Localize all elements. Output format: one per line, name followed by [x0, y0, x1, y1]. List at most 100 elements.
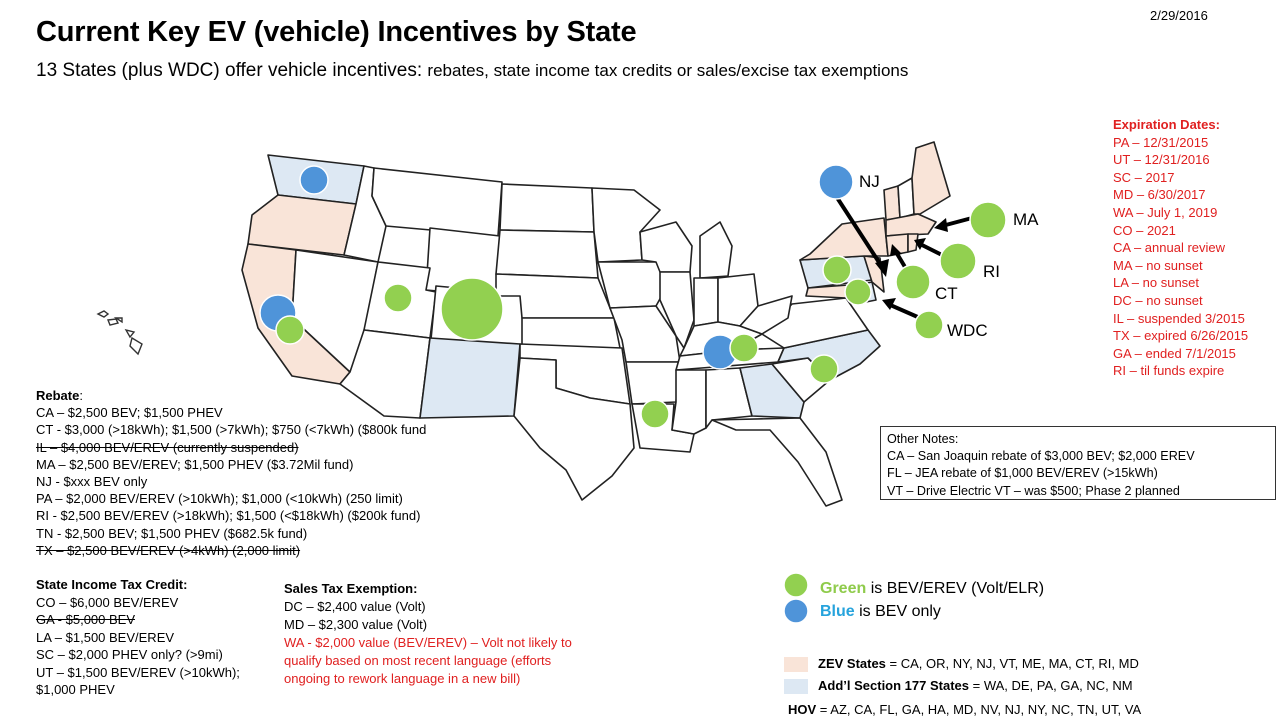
state-mt: [371, 167, 503, 237]
subtitle-main: 13 States (plus WDC) offer vehicle incen…: [36, 60, 428, 81]
state-ia: [597, 261, 667, 309]
legend-blue-word: Blue: [820, 603, 855, 620]
bubble-ct-green: [895, 264, 931, 300]
bubble-ri-green: [939, 242, 977, 280]
state-nm: [419, 337, 521, 419]
arrow-wdc: [886, 302, 922, 320]
state-tx: [513, 357, 635, 501]
arrow-ri: [918, 242, 946, 258]
bubble-sc-green: [809, 354, 839, 384]
zev-value: = CA, OR, NY, NJ, VT, ME, MA, CT, RI, MD: [885, 656, 1139, 671]
expiration-line: GA – ended 7/1/2015: [1113, 345, 1236, 361]
rebate-section: Rebate: CA – $2,500 BEV; $1,500 PHEV CT …: [36, 387, 426, 559]
income-tax-line: SC – $2,000 PHEV only? (>9mi): [36, 647, 223, 662]
state-ga: [739, 363, 805, 419]
bubble-ca-green: [275, 315, 305, 345]
legend-green: Green is BEV/EREV (Volt/ELR): [820, 580, 1044, 598]
state-fl: [711, 417, 843, 507]
other-notes-box: Other Notes: CA – San Joaquin rebate of …: [880, 426, 1276, 500]
bubble-ut-green: [383, 283, 413, 313]
callout-wdc: WDC: [947, 321, 988, 340]
expiration-line: MA – no sunset: [1113, 257, 1203, 273]
expiration-line: SC – 2017: [1113, 169, 1175, 185]
sales-tax-line: DC – $2,400 value (Volt): [284, 599, 426, 614]
legend-green-word: Green: [820, 580, 867, 597]
rebate-line: TN - $2,500 BEV; $1,500 PHEV ($682.5k fu…: [36, 525, 308, 541]
state-al: [705, 367, 753, 429]
zev-swatch: [784, 657, 808, 672]
expiration-line: CA – annual review: [1113, 240, 1226, 256]
rebate-heading: Rebate:: [36, 388, 83, 403]
state-ri: [907, 233, 919, 253]
income-tax-line: LA – $1,500 BEV/EREV: [36, 629, 175, 645]
expiration-line: PA – 12/31/2015: [1113, 134, 1209, 150]
arrowhead-ri: [914, 238, 926, 250]
legend-blue-text: is BEV only: [854, 603, 941, 620]
hov-key: HOV = AZ, CA, FL, GA, HA, MD, NV, NJ, NY…: [788, 702, 1141, 717]
callout-ma: MA: [1013, 210, 1039, 229]
callout-ct: CT: [935, 284, 958, 303]
page-title: Current Key EV (vehicle) Incentives by S…: [36, 16, 637, 48]
zev-key: ZEV States = CA, OR, NY, NJ, VT, ME, MA,…: [818, 656, 1139, 671]
expiration-line: LA – no sunset: [1113, 275, 1200, 291]
state-in: [693, 277, 719, 327]
bubble-ma-green: [969, 201, 1007, 239]
sales-tax-line: WA - $2,000 value (BEV/EREV) – Volt not …: [284, 635, 572, 650]
expiration-line: MD – 6/30/2017: [1113, 187, 1206, 203]
state-me: [911, 141, 951, 215]
state-mi: [699, 221, 733, 279]
rebate-line: PA – $2,000 BEV/EREV (>10kWh); $1,000 (<…: [36, 491, 403, 507]
income-tax-section: State Income Tax Credit: CO – $6,000 BEV…: [36, 576, 240, 699]
expiration-line: DC – no sunset: [1113, 292, 1203, 308]
section177-swatch: [784, 679, 808, 694]
hov-label: HOV: [788, 702, 817, 717]
legend-blue: Blue is BEV only: [820, 603, 941, 621]
arrowhead-wdc: [882, 298, 896, 310]
state-wv: [739, 295, 793, 335]
state-ms: [671, 369, 707, 435]
arrowhead-ct: [890, 244, 902, 256]
other-notes-heading: Other Notes:: [887, 432, 959, 446]
other-notes-line: CA – San Joaquin rebate of $3,000 BEV; $…: [887, 449, 1195, 464]
rebate-line: TX – $2,500 BEV/EREV (>4kWh) (2,000 limi…: [36, 542, 301, 558]
bubble-wa-blue: [299, 165, 329, 195]
bubble-tn-green: [729, 333, 759, 363]
income-tax-heading: State Income Tax Credit:: [36, 577, 188, 592]
hov-value: = AZ, CA, FL, GA, HA, MD, NV, NJ, NY, NC…: [816, 702, 1142, 717]
expiration-line: IL – suspended 3/2015: [1113, 310, 1245, 326]
state-ar: [625, 361, 681, 405]
legend-green-text: is BEV/EREV (Volt/ELR): [866, 580, 1045, 597]
bubble-wdc-green: [914, 310, 944, 340]
state-nd: [499, 183, 595, 233]
expiration-line: WA – July 1, 2019: [1113, 204, 1218, 220]
sales-tax-heading: Sales Tax Exemption:: [284, 581, 418, 596]
expiration-line: TX – expired 6/26/2015: [1113, 328, 1249, 344]
bubble-la-green: [640, 399, 670, 429]
rebate-line: RI - $2,500 BEV/EREV (>18kWh); $1,500 (<…: [36, 508, 421, 524]
bubble-pa-green: [822, 255, 852, 285]
arrow-nj: [834, 194, 886, 272]
legend-green-dot: [783, 572, 809, 598]
expiration-line: UT – 12/31/2016: [1113, 152, 1210, 168]
legend-blue-dot: [783, 598, 809, 624]
section177-key: Add’l Section 177 States = WA, DE, PA, G…: [818, 678, 1133, 693]
sales-tax-line: qualify based on most recent language (e…: [284, 653, 552, 668]
state-ma: [885, 213, 937, 237]
page-subtitle: 13 States (plus WDC) offer vehicle incen…: [36, 60, 908, 82]
income-tax-line: CO – $6,000 BEV/EREV: [36, 594, 179, 610]
other-notes-line: VT – Drive Electric VT – was $500; Phase…: [887, 483, 1180, 498]
date-label: 2/29/2016: [1150, 8, 1208, 23]
zev-label: ZEV States: [818, 656, 886, 671]
expiration-section: Expiration Dates: PA – 12/31/2015 UT – 1…: [1113, 116, 1248, 380]
section177-value: = WA, DE, PA, GA, NC, NM: [969, 678, 1133, 693]
arrowhead-nj: [875, 259, 889, 277]
state-sd: [495, 229, 599, 279]
bubble-co-green: [440, 277, 504, 341]
rebate-line: NJ - $xxx BEV only: [36, 474, 148, 490]
bubble-nj-blue: [818, 164, 854, 200]
sales-tax-section: Sales Tax Exemption: DC – $2,400 value (…: [284, 580, 572, 688]
income-tax-line: UT – $1,500 BEV/EREV (>10kWh);: [36, 664, 240, 680]
state-hi: [96, 310, 143, 356]
arrowhead-ma: [934, 218, 948, 232]
